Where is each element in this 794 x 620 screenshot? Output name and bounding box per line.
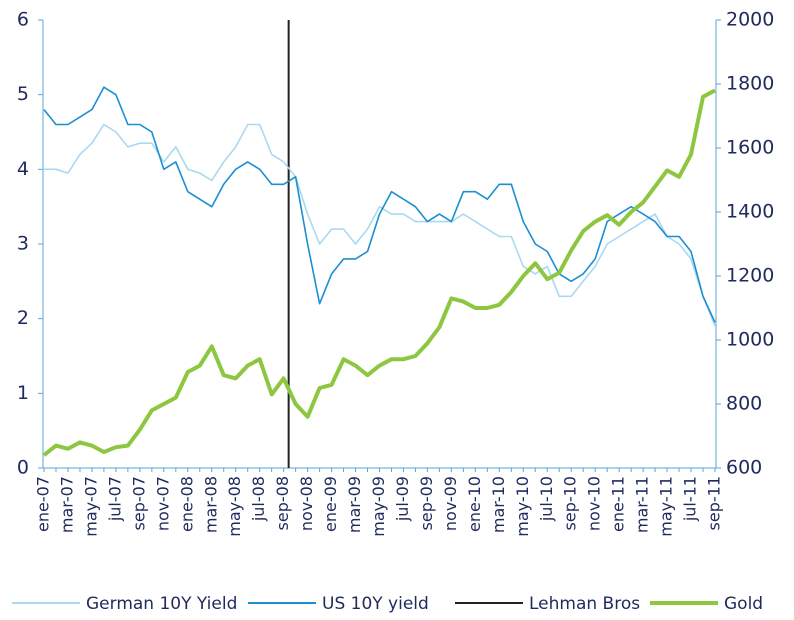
x-tick-label: ene-11 <box>609 476 628 532</box>
y2-tick-label: 600 <box>726 457 762 479</box>
x-tick-label: ene-08 <box>177 476 196 532</box>
series-line <box>44 123 716 327</box>
x-tick-label: ene-10 <box>465 476 484 532</box>
x-tick-label: may-10 <box>513 476 532 537</box>
x-tick-label: ene-09 <box>321 476 340 532</box>
x-tick-label: nov-07 <box>153 476 172 531</box>
x-tick-label: mar-11 <box>633 476 652 533</box>
legend-label: Lehman Bros <box>529 594 640 614</box>
x-tick-label: sep-07 <box>129 476 148 530</box>
x-tick-label: jul-08 <box>249 476 268 522</box>
x-tick-label: ene-07 <box>34 476 53 532</box>
x-tick-label: jul-10 <box>537 476 556 522</box>
x-tick-label: sep-10 <box>561 476 580 530</box>
x-tick-label: may-09 <box>369 476 388 537</box>
x-tick-label: mar-08 <box>201 476 220 533</box>
y-tick-label: 3 <box>17 233 29 255</box>
y2-tick-label: 1000 <box>726 329 774 351</box>
x-tick-label: mar-07 <box>57 476 76 533</box>
x-tick-label: sep-08 <box>273 476 292 530</box>
y2-tick-label: 1800 <box>726 73 774 95</box>
y-tick-label: 0 <box>17 457 29 479</box>
x-tick-label: mar-10 <box>489 476 508 533</box>
x-tick-label: may-11 <box>657 476 676 537</box>
y2-tick-label: 2000 <box>726 9 774 31</box>
x-tick-label: sep-11 <box>705 476 724 530</box>
y-tick-label: 2 <box>17 307 29 329</box>
x-tick-label: nov-10 <box>585 476 604 531</box>
x-tick-label: jul-11 <box>681 476 700 522</box>
x-tick-label: jul-07 <box>105 476 124 522</box>
y2-tick-label: 1600 <box>726 137 774 159</box>
x-tick-label: nov-08 <box>297 476 316 531</box>
y2-tick-label: 1400 <box>726 201 774 223</box>
legend-label: Gold <box>724 594 763 614</box>
series-line <box>42 88 716 457</box>
y-tick-label: 6 <box>17 9 29 31</box>
series-line <box>43 86 716 323</box>
x-tick-label: nov-09 <box>441 476 460 531</box>
x-tick-label: jul-09 <box>393 476 412 522</box>
x-tick-label: mar-09 <box>345 476 364 533</box>
legend-label: US 10Y yield <box>322 594 429 614</box>
x-tick-label: sep-09 <box>417 476 436 530</box>
y2-tick-label: 1200 <box>726 265 774 287</box>
x-tick-label: may-08 <box>225 476 244 537</box>
y-tick-label: 1 <box>17 382 29 404</box>
y-tick-label: 4 <box>17 158 29 180</box>
legend-label: German 10Y Yield <box>86 594 237 614</box>
y-tick-label: 5 <box>17 83 29 105</box>
y2-tick-label: 800 <box>726 393 762 415</box>
x-tick-label: may-07 <box>81 476 100 537</box>
